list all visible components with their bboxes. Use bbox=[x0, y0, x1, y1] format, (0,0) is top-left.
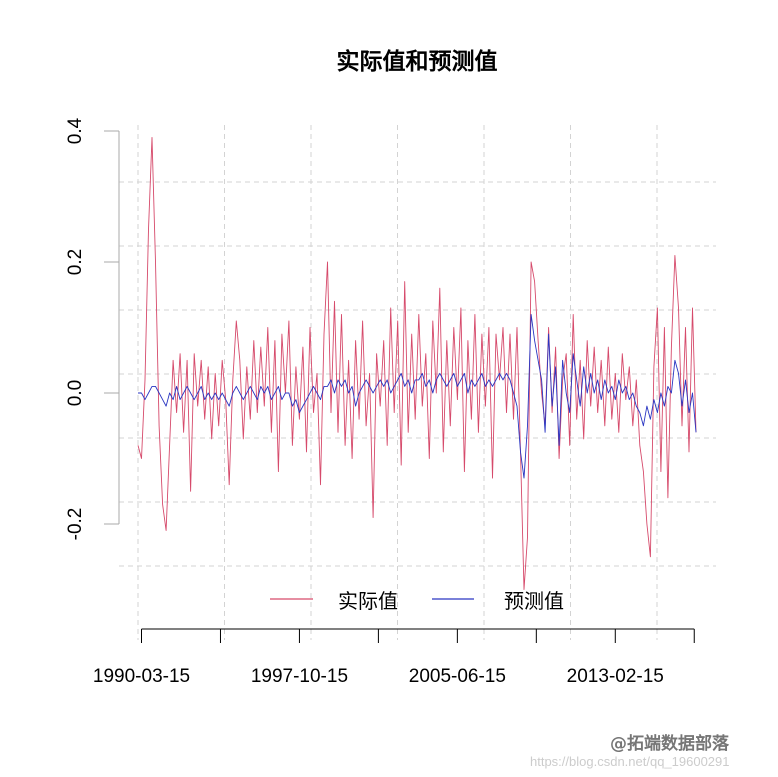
x-tick-label: 1990-03-15 bbox=[93, 666, 190, 687]
legend-label-predicted: 预测值 bbox=[504, 589, 564, 613]
series-lines bbox=[137, 137, 697, 590]
x-axis: 1990-03-15 1997-10-15 2005-06-15 2013-02-15 bbox=[93, 628, 695, 687]
actual-series-line bbox=[137, 137, 697, 590]
x-tick-label: 1997-10-15 bbox=[251, 666, 348, 687]
y-tick-label: 0.4 bbox=[65, 117, 86, 144]
watermark-brand: @拓端数据部落 bbox=[610, 733, 730, 754]
chart-title: 实际值和预测值 bbox=[337, 48, 498, 75]
y-tick-label: -0.2 bbox=[65, 508, 86, 541]
grid bbox=[119, 125, 716, 640]
y-tick-label: 0.0 bbox=[65, 380, 86, 406]
legend-label-actual: 实际值 bbox=[338, 589, 398, 613]
watermark-url: https://blog.csdn.net/qq_19600291 bbox=[530, 754, 730, 769]
y-tick-label: 0.2 bbox=[65, 249, 86, 275]
predicted-series-line bbox=[138, 313, 697, 479]
x-tick-label: 2005-06-15 bbox=[409, 666, 506, 687]
y-axis: -0.2 0.0 0.2 0.4 bbox=[65, 117, 120, 541]
x-tick-label: 2013-02-15 bbox=[567, 666, 664, 687]
legend: 实际值 预测值 bbox=[270, 589, 564, 613]
